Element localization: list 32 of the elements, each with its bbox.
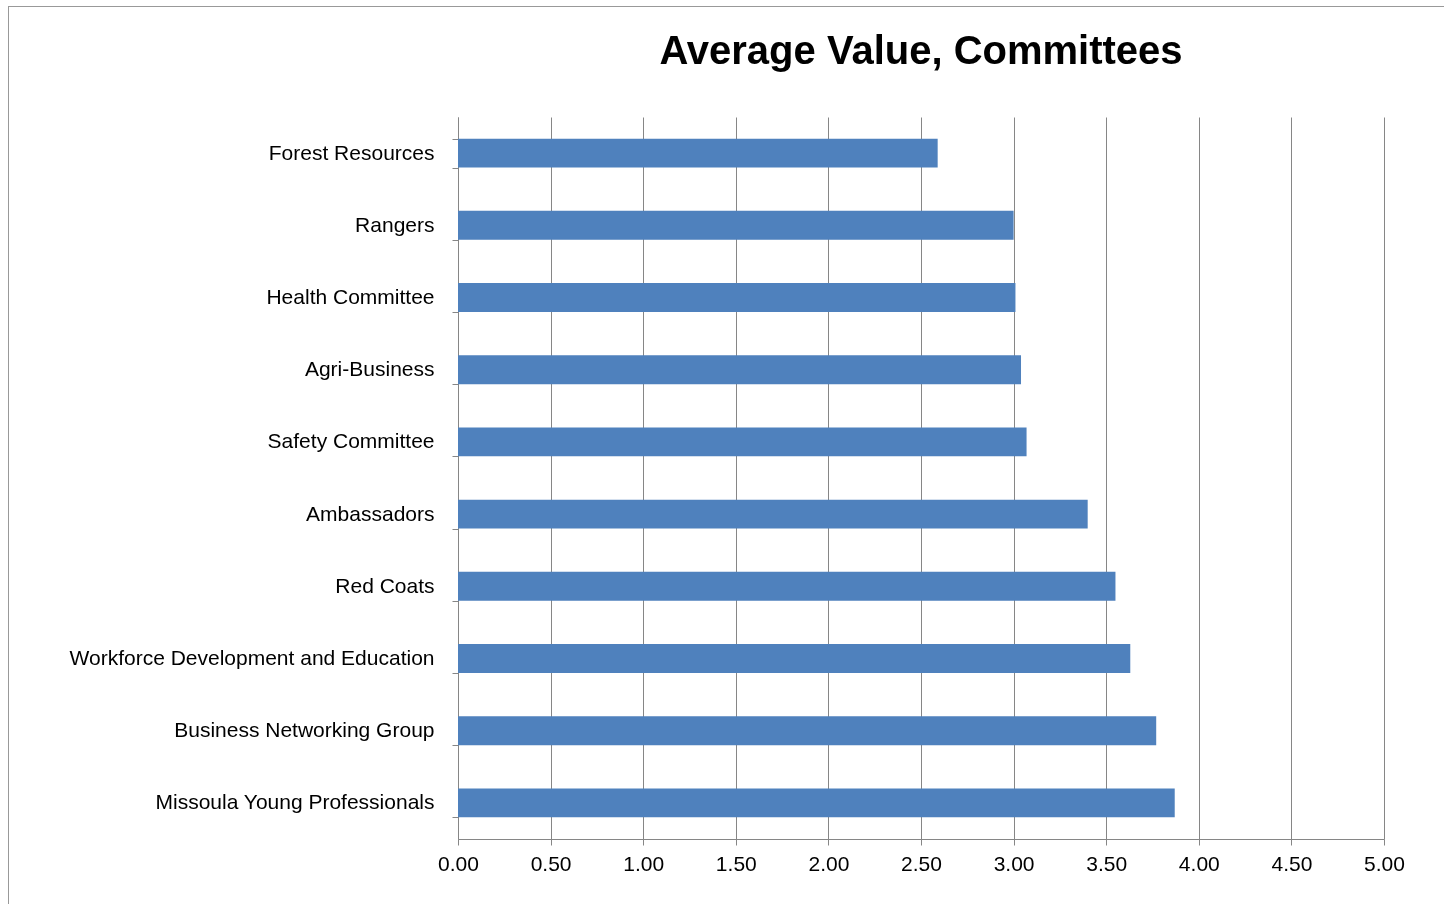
y-tick-label: Workforce Development and Education (69, 646, 435, 669)
y-tick-label: Ambassadors (306, 501, 435, 525)
y-tick-label: Rangers (355, 212, 435, 236)
y-tick-label: Business Networking Group (174, 718, 435, 742)
bar (458, 716, 1157, 746)
chart-title: Average Value, Committees (659, 28, 1183, 72)
x-tick-label: 4.50 (1271, 851, 1313, 875)
y-tick-label: Missoula Young Professionals (155, 790, 435, 814)
bar (458, 644, 1131, 673)
x-tick-label: 2.50 (901, 851, 942, 875)
bar (458, 283, 1016, 312)
x-tick-label: 3.00 (993, 851, 1035, 875)
bar (458, 427, 1027, 457)
x-tick-label: 3.50 (1086, 851, 1128, 875)
y-tick-label: Safety Committee (267, 429, 435, 453)
y-tick-label: Agri-Business (304, 357, 435, 381)
bar (458, 138, 938, 168)
y-tick-label: Forest Resources (268, 140, 435, 164)
x-tick-label: 0.00 (438, 851, 479, 875)
x-tick-label: 5.00 (1364, 851, 1405, 875)
y-tick-label: Health Committee (266, 285, 435, 308)
bar (458, 788, 1175, 818)
bar (458, 571, 1116, 601)
bar (458, 210, 1014, 240)
x-tick-label: 2.00 (808, 851, 850, 875)
y-tick-label: Red Coats (335, 573, 435, 597)
x-tick-label: 1.50 (715, 851, 757, 875)
x-tick-label: 0.50 (530, 851, 572, 875)
x-tick-label: 4.00 (1178, 851, 1220, 875)
bar (458, 499, 1088, 529)
x-tick-label: 1.00 (623, 851, 665, 875)
bar (458, 355, 1022, 385)
